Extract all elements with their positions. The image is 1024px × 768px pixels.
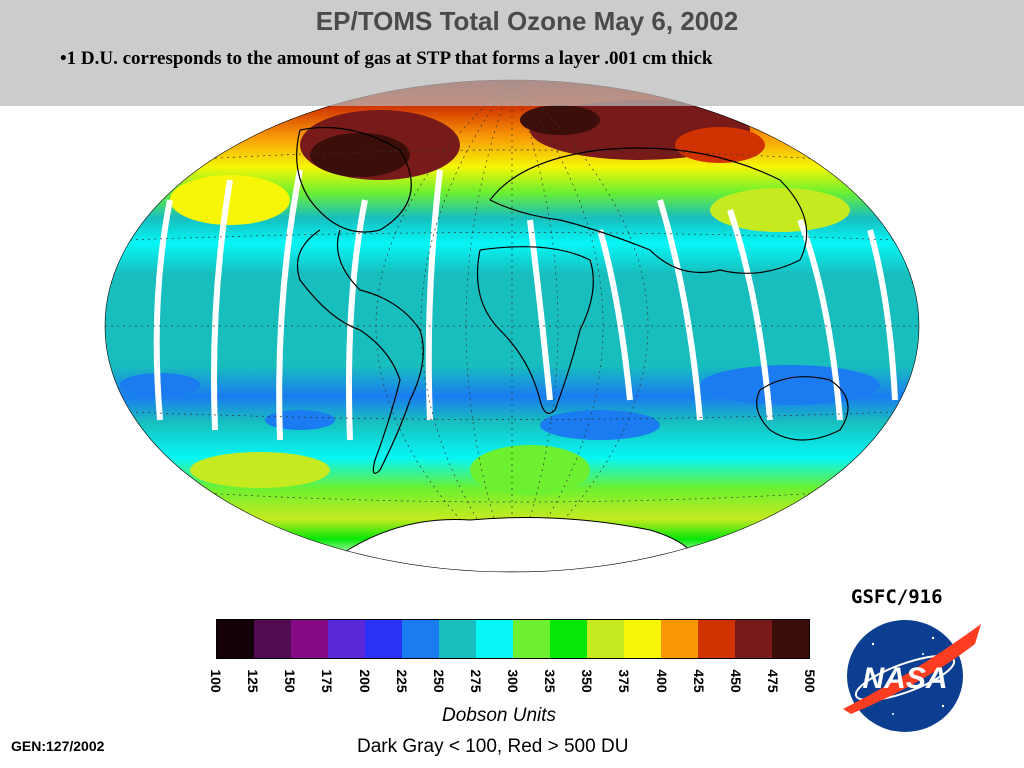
- color-swatch: [735, 620, 772, 658]
- map-title: EP/TOMS Total Ozone May 6, 2002: [315, 6, 739, 36]
- tick-label: 150: [282, 669, 299, 693]
- tick-label: 500: [802, 669, 818, 693]
- color-swatch: [513, 620, 550, 658]
- graticule: [105, 80, 919, 572]
- color-swatch: [291, 620, 328, 658]
- color-swatch: [365, 620, 402, 658]
- tick-label: 225: [393, 669, 410, 693]
- color-swatch: [217, 620, 254, 658]
- du-definition-note: •1 D.U. corresponds to the amount of gas…: [60, 48, 713, 69]
- tick-label: 100: [208, 669, 224, 693]
- gsfc-credit: GSFC/916: [851, 586, 943, 608]
- color-swatch: [328, 620, 365, 658]
- tick-label: 400: [653, 669, 670, 693]
- color-swatch: [587, 620, 624, 658]
- tick-label: 300: [505, 669, 521, 693]
- tick-label: 425: [690, 669, 707, 693]
- tick-label: 175: [319, 669, 336, 693]
- tick-label: 325: [542, 669, 559, 693]
- units-label: Dobson Units: [442, 705, 557, 726]
- color-swatch: [698, 620, 735, 658]
- color-swatch: [661, 620, 698, 658]
- color-swatch: [402, 620, 439, 658]
- color-swatch: [550, 620, 587, 658]
- tick-label: 475: [764, 669, 781, 693]
- coastlines: [296, 126, 849, 474]
- nasa-logo-text: NASA: [862, 662, 947, 695]
- generation-label: GEN:127/2002: [11, 738, 105, 754]
- ozone-map: [104, 79, 920, 573]
- header-banner: [0, 0, 1024, 106]
- color-swatch: [254, 620, 291, 658]
- range-note: Dark Gray < 100, Red > 500 DU: [357, 736, 629, 757]
- tick-label: 200: [356, 669, 373, 693]
- orbit-gaps: [153, 169, 898, 441]
- color-scale-bar: [216, 619, 810, 659]
- tick-label: 375: [616, 669, 633, 693]
- color-swatch: [476, 620, 513, 658]
- tick-label: 275: [467, 669, 484, 693]
- color-scale-ticks: 100 125 150 175 200 225 250 275 300 325 350 375 400 4…: [208, 664, 818, 698]
- color-swatch: [772, 620, 809, 658]
- tick-label: 350: [579, 669, 596, 693]
- color-swatch: [439, 620, 476, 658]
- color-swatch: [624, 620, 661, 658]
- tick-label: 450: [727, 669, 744, 693]
- nasa-logo: NASA: [843, 620, 981, 732]
- ozone-high-patches: [170, 100, 850, 232]
- tick-label: 125: [245, 669, 262, 693]
- tick-label: 250: [430, 669, 447, 693]
